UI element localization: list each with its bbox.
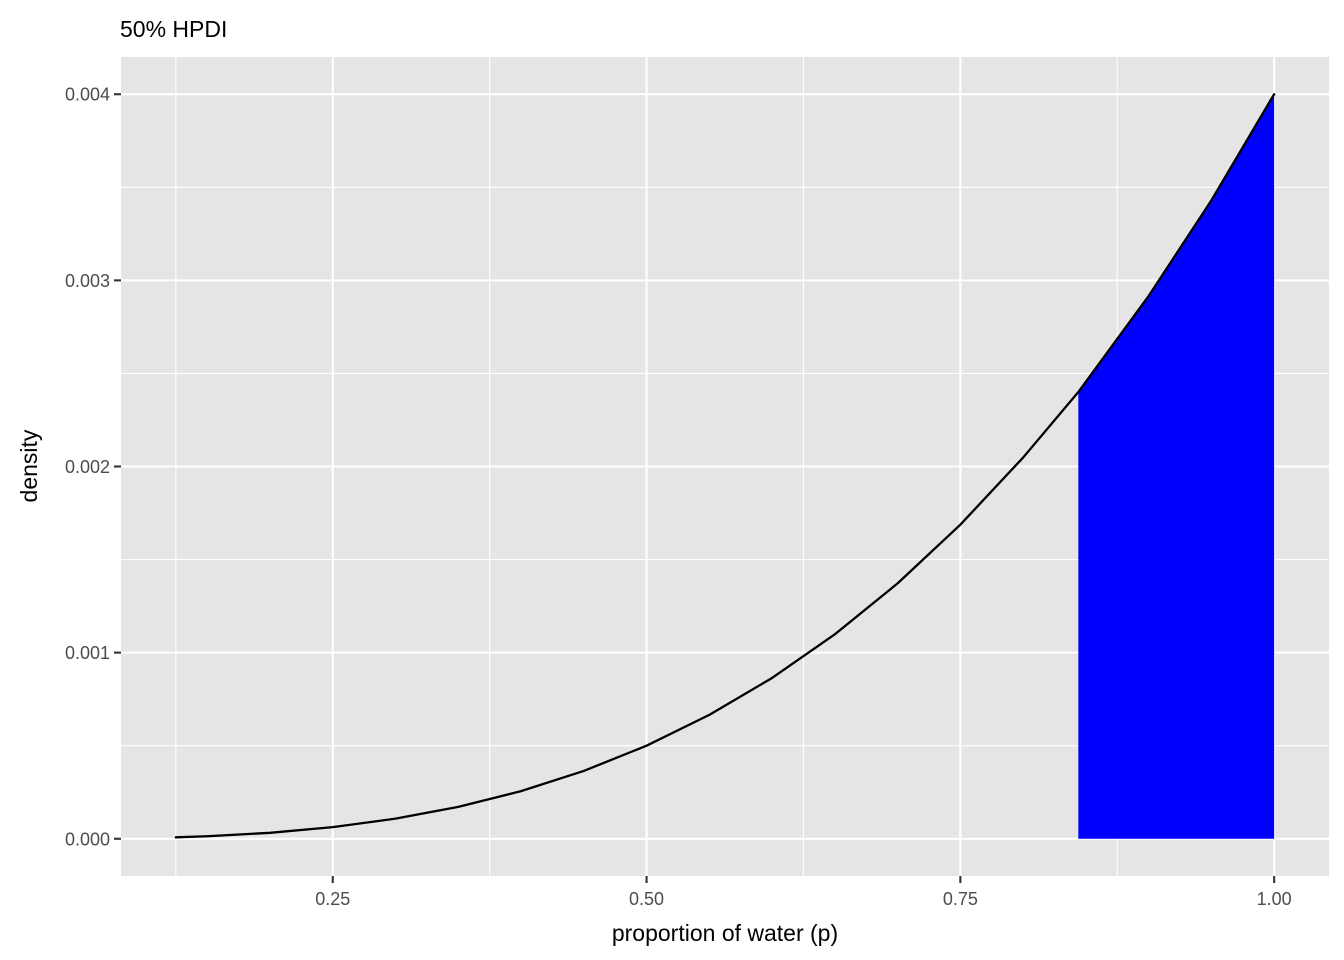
x-tick-label: 0.50	[629, 889, 664, 909]
chart-title: 50% HPDI	[120, 16, 227, 42]
density-curve	[174, 93, 1276, 839]
x-axis-title: proportion of water (p)	[612, 920, 838, 946]
hpdi-shaded-area	[1078, 94, 1275, 839]
y-tick-label: 0.004	[65, 85, 110, 105]
grid-layer	[121, 57, 1329, 876]
y-tick-label: 0.002	[65, 457, 110, 477]
x-tick-label: 0.75	[943, 889, 978, 909]
y-tick-label: 0.001	[65, 643, 110, 663]
hpdi-area-layer	[1078, 94, 1275, 839]
y-tick-label: 0.003	[65, 271, 110, 291]
y-tick-label: 0.000	[65, 829, 110, 849]
x-tick-label: 1.00	[1257, 889, 1292, 909]
y-axis: 0.000 0.001 0.002 0.003 0.004	[65, 85, 121, 849]
x-axis: 0.25 0.50 0.75 1.00	[315, 876, 1292, 909]
x-tick-label: 0.25	[315, 889, 350, 909]
y-axis-title: density	[16, 429, 42, 502]
density-line-layer	[174, 93, 1276, 839]
